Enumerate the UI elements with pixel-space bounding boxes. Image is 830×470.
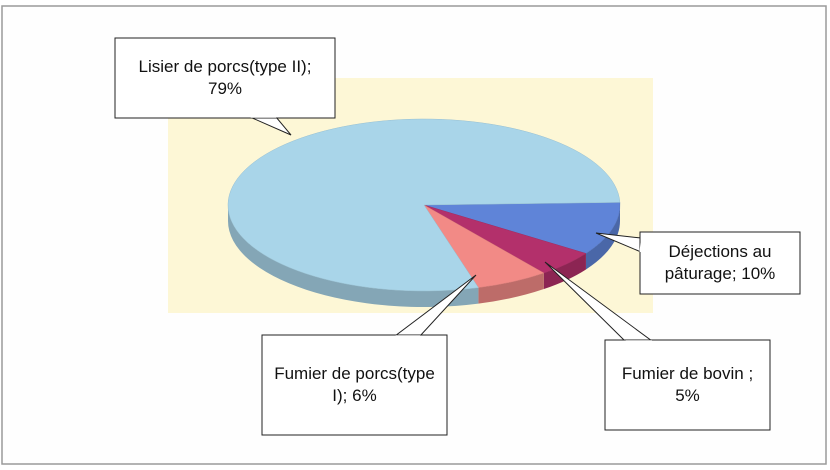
callout-box bbox=[604, 339, 771, 431]
callout-box bbox=[261, 334, 448, 436]
data-label: Fumier de porcs(type I); 6% bbox=[274, 364, 435, 405]
pie-slice-side bbox=[478, 273, 544, 304]
pie-slice-side bbox=[543, 253, 586, 290]
callout-seam bbox=[639, 237, 643, 253]
pie-slice bbox=[423, 202, 621, 254]
data-label: Fumier de bovin ; 5% bbox=[621, 364, 754, 405]
data-label: Déjections au pâturage; 10% bbox=[664, 242, 776, 283]
pie-slice bbox=[227, 118, 621, 292]
pie-slice-side bbox=[585, 205, 620, 270]
callout-box bbox=[639, 231, 801, 295]
pie-slice-side bbox=[228, 205, 479, 307]
callout-box bbox=[114, 37, 336, 119]
data-label: Lisier de porcs(type II); 79% bbox=[138, 57, 312, 98]
